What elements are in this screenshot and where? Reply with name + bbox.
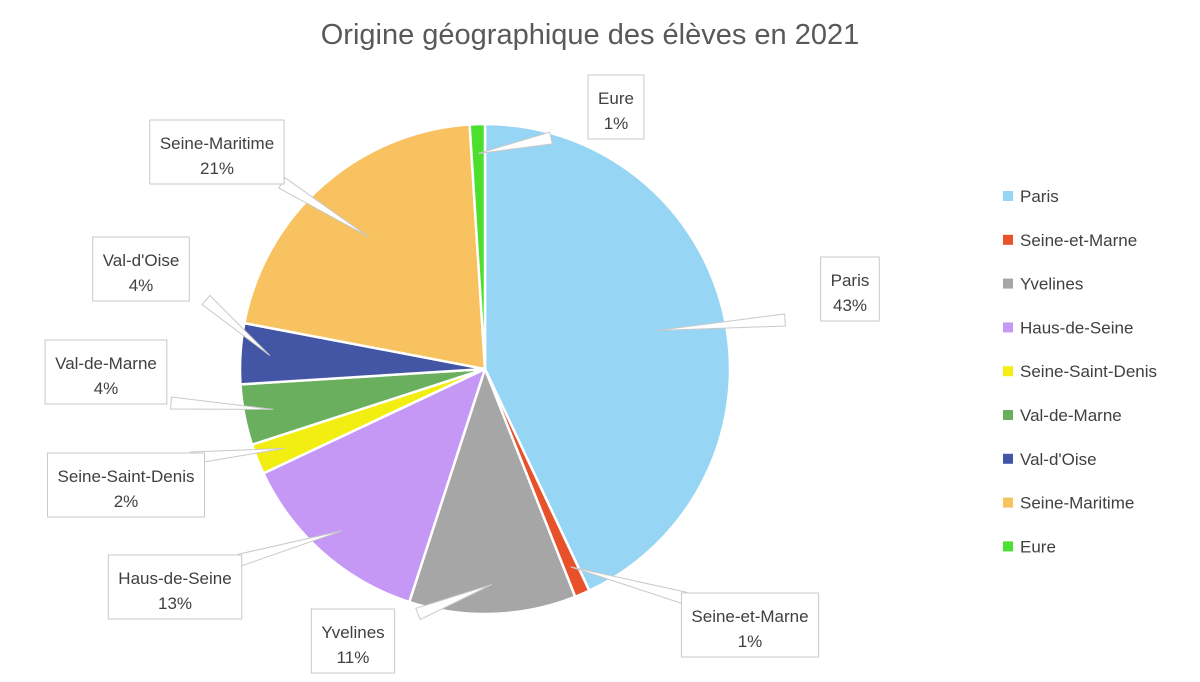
pie-slices <box>238 122 732 616</box>
legend-item-paris: Paris <box>1003 187 1059 206</box>
chart-title: Origine géographique des élèves en 2021 <box>321 19 860 51</box>
data-label-box <box>587 74 645 140</box>
legend-swatch <box>1003 410 1013 420</box>
data-label-category: Seine-et-Marne <box>691 607 808 626</box>
data-label-box <box>820 256 880 322</box>
legend-swatch <box>1003 541 1013 552</box>
data-label-val-de-marne: Val-de-Marne 4% <box>44 339 168 405</box>
pie-slice-yvelines <box>408 367 577 616</box>
pie-slice-paris <box>483 122 732 592</box>
legend-item-haus-de-seine: Haus-de-Seine <box>1003 318 1133 337</box>
legend-item-seine-et-marne: Seine-et-Marne <box>1003 231 1137 250</box>
data-label-box <box>107 554 243 620</box>
leader-line-val-d-oise <box>201 294 271 356</box>
legend-swatch <box>1003 234 1013 245</box>
data-label-value: 21% <box>200 159 234 178</box>
legend-swatch <box>1003 366 1013 377</box>
legend-item-seine-saint-denis: Seine-Saint-Denis <box>1003 362 1157 381</box>
legend-item-eure: Eure <box>1003 537 1056 556</box>
data-label-category: Val-d'Oise <box>103 251 180 270</box>
data-labels: Paris 43% Seine-et-Marne 1% Yvelines 11% Haus-… <box>44 74 880 674</box>
data-label-box <box>310 608 396 674</box>
leader-line-paris <box>657 313 787 331</box>
legend-label: Seine-et-Marne <box>1020 231 1137 250</box>
data-label-haus-de-seine: Haus-de-Seine 13% <box>107 554 243 620</box>
leader-line-eure <box>478 131 553 154</box>
legend-label: Val-d'Oise <box>1020 450 1097 469</box>
data-label-category: Paris <box>831 271 870 290</box>
leader-lines <box>170 131 787 621</box>
legend-label: Haus-de-Seine <box>1020 318 1133 337</box>
data-label-box <box>149 119 285 185</box>
legend-swatch <box>1003 497 1013 508</box>
data-label-value: 4% <box>129 276 154 295</box>
pie-slice-seine-maritime <box>243 123 487 371</box>
legend-label: Yvelines <box>1020 275 1083 294</box>
data-label-category: Seine-Maritime <box>160 134 274 153</box>
data-label-value: 2% <box>114 492 139 511</box>
legend-label: Val-de-Marne <box>1020 406 1122 425</box>
legend-swatch <box>1003 453 1013 464</box>
data-label-box <box>92 236 190 302</box>
legend-label: Seine-Saint-Denis <box>1020 362 1157 381</box>
data-label-val-d-oise: Val-d'Oise 4% <box>92 236 190 302</box>
data-label-category: Haus-de-Seine <box>118 569 231 588</box>
leader-line-val-de-marne <box>170 396 274 410</box>
legend-swatch <box>1003 278 1013 289</box>
pie-slice-haus-de-seine <box>262 367 487 604</box>
data-label-value: 13% <box>158 594 192 613</box>
legend-item-yvelines: Yvelines <box>1003 275 1083 294</box>
data-label-box <box>44 339 168 405</box>
data-label-category: Eure <box>598 89 634 108</box>
data-label-category: Val-de-Marne <box>55 354 157 373</box>
data-label-box <box>680 592 820 658</box>
legend-item-seine-maritime: Seine-Maritime <box>1003 494 1134 513</box>
data-label-yvelines: Yvelines 11% <box>310 608 396 674</box>
data-label-eure: Eure 1% <box>587 74 645 140</box>
legend-label: Eure <box>1020 537 1056 556</box>
legend-item-val-d-oise: Val-d'Oise <box>1003 450 1097 469</box>
data-label-seine-maritime: Seine-Maritime 21% <box>149 119 285 185</box>
data-label-value: 1% <box>604 114 629 133</box>
legend-item-val-de-marne: Val-de-Marne <box>1003 406 1122 425</box>
pie-slice-eure <box>468 122 487 371</box>
data-label-value: 4% <box>94 379 119 398</box>
data-label-paris: Paris 43% <box>820 256 880 322</box>
legend: Paris Seine-et-Marne Yvelines Haus-de-Seine… <box>1003 187 1157 556</box>
data-label-value: 43% <box>833 296 867 315</box>
data-label-value: 1% <box>738 632 763 651</box>
data-label-category: Yvelines <box>321 623 384 642</box>
legend-swatch <box>1003 191 1013 201</box>
legend-swatch <box>1003 322 1013 333</box>
legend-label: Paris <box>1020 187 1059 206</box>
data-label-seine-et-marne: Seine-et-Marne 1% <box>680 592 820 658</box>
legend-label: Seine-Maritime <box>1020 494 1134 513</box>
data-label-category: Seine-Saint-Denis <box>57 467 194 486</box>
leader-line-yvelines <box>415 584 493 621</box>
data-label-value: 11% <box>337 648 370 667</box>
data-label-seine-saint-denis: Seine-Saint-Denis 2% <box>47 452 205 518</box>
data-label-box <box>47 452 205 518</box>
